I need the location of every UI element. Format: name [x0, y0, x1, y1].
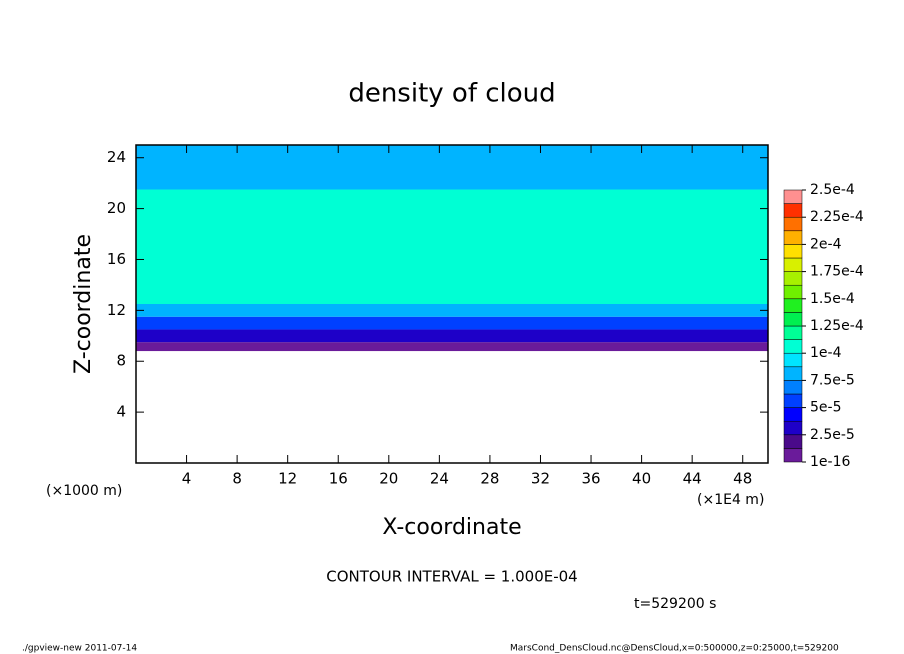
colorbar-label: 2.25e-4 [810, 209, 864, 225]
x-unit: (×1000 m) [46, 483, 122, 499]
x-tick-label: 4 [182, 470, 192, 488]
colorbar-swatch [783, 312, 803, 327]
colorbar-label: 1.5e-4 [810, 291, 855, 307]
plot-frame [135, 144, 769, 464]
colorbar-swatch [783, 448, 803, 463]
colorbar-swatch [783, 366, 803, 381]
footer-left: ./gpview-new 2011-07-14 [22, 644, 137, 654]
colorbar-label: 2e-4 [810, 236, 842, 252]
y-tick-label: 16 [107, 250, 126, 268]
colorbar-swatch [783, 230, 803, 245]
y-tick-label: 4 [116, 403, 126, 421]
x-unit-right: (×1E4 m) [697, 492, 764, 508]
time-label: t=529200 s [634, 596, 716, 612]
colorbar-label: 1.25e-4 [810, 318, 864, 334]
x-tick-label: 44 [683, 470, 702, 488]
x-tick-label: 32 [531, 470, 550, 488]
x-axis-label: X-coordinate [382, 515, 521, 540]
contour-interval: CONTOUR INTERVAL = 1.000E-04 [326, 568, 577, 586]
colorbar-swatch [783, 284, 803, 300]
heatmap-cell [136, 189, 768, 304]
colorbar-label: 7.5e-5 [810, 372, 855, 388]
x-tick-label: 24 [430, 470, 449, 488]
y-tick-label: 20 [107, 199, 126, 217]
colorbar-label: 5e-5 [810, 400, 841, 416]
x-tick-label: 48 [733, 470, 752, 488]
colorbar-label: 2.5e-5 [810, 427, 855, 443]
x-tick-label: 40 [632, 470, 651, 488]
colorbar-label: 1e-4 [810, 345, 842, 361]
x-tick-label: 16 [329, 470, 348, 488]
colorbar-swatch [783, 420, 803, 436]
colorbar-swatch [783, 380, 803, 395]
colorbar-swatch [783, 339, 803, 354]
colorbar-label: 1e-16 [810, 454, 850, 470]
footer-right: MarsCond_DensCloud.nc@DensCloud,x=0:5000… [510, 644, 839, 654]
colorbar-swatch [783, 298, 803, 313]
heatmap-cell [136, 145, 768, 190]
y-tick-label: 24 [107, 148, 126, 166]
x-tick-label: 20 [379, 470, 398, 488]
heatmap-cell [136, 304, 768, 317]
colorbar-swatch [783, 407, 803, 422]
colorbar-swatch [783, 244, 803, 259]
y-tick-label: 12 [107, 301, 126, 319]
chart-title: density of cloud [348, 79, 555, 109]
x-tick-label: 8 [232, 470, 242, 488]
colorbar-swatch [783, 271, 803, 286]
x-tick-label: 28 [480, 470, 499, 488]
colorbar-swatch [783, 352, 803, 368]
heatmap-cell [136, 342, 768, 352]
colorbar-swatch [783, 203, 803, 218]
colorbar-swatch [783, 189, 803, 204]
colorbar-swatch [783, 393, 803, 408]
colorbar-label: 1.75e-4 [810, 264, 864, 280]
x-tick-label: 36 [581, 470, 600, 488]
x-tick-label: 12 [278, 470, 297, 488]
y-axis-label: Z-coordinate [71, 234, 96, 374]
heatmap-cell [136, 329, 768, 343]
colorbar-label: 2.5e-4 [810, 182, 855, 198]
colorbar-swatch [783, 434, 803, 449]
colorbar-swatch [783, 325, 803, 340]
y-tick-label: 8 [116, 352, 126, 370]
heatmap-cell [136, 316, 768, 330]
colorbar-swatch [783, 257, 803, 272]
colorbar-swatch [783, 216, 803, 232]
